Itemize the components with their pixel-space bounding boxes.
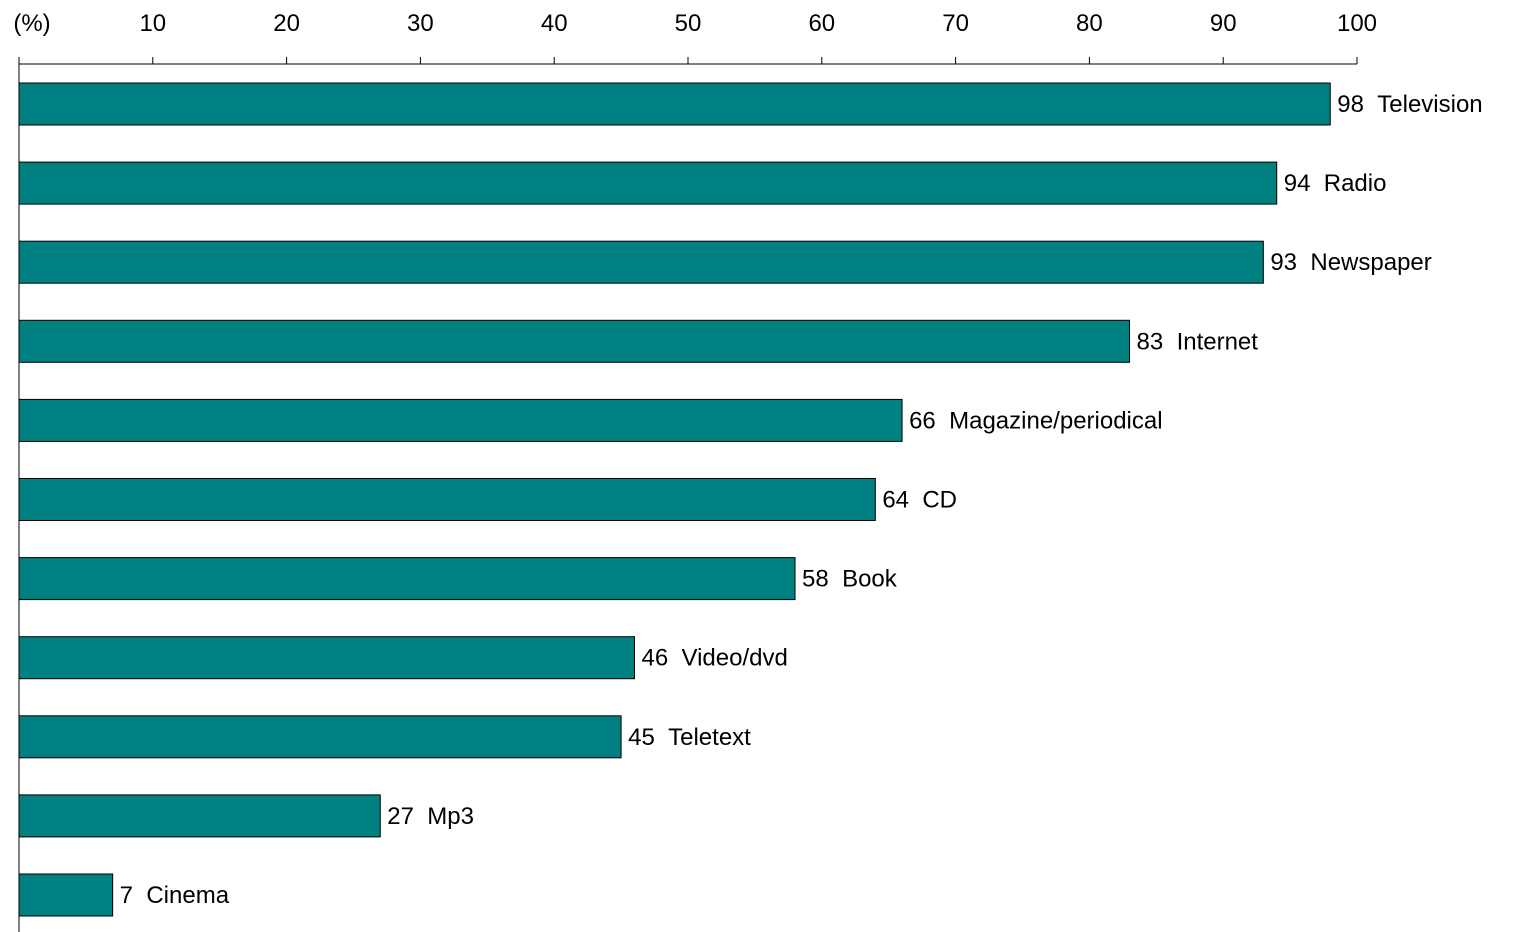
bar: [18, 319, 1131, 363]
bar: [18, 873, 114, 917]
x-tick-label: 70: [942, 10, 969, 37]
x-tick-label: 50: [675, 10, 702, 37]
unit-label: (%): [13, 10, 50, 37]
bar-data-label: 64 CD: [882, 487, 957, 514]
bar-data-label: 58 Book: [802, 566, 898, 593]
x-tick-label: 100: [1337, 10, 1377, 37]
bar-data-label: 93 Newspaper: [1270, 249, 1431, 276]
bar: [18, 82, 1331, 126]
bar: [18, 794, 381, 838]
x-tick-label: 30: [407, 10, 434, 37]
bar: [18, 636, 635, 680]
bar: [18, 161, 1278, 205]
bar-data-label: 7 Cinema: [120, 882, 230, 909]
x-axis: 10 20 30 40 50 60 70 80 90 100: [18, 10, 1377, 932]
x-tick-label: 20: [273, 10, 300, 37]
bar: [18, 557, 796, 601]
x-tick-label: 40: [541, 10, 568, 37]
bar-data-label: 94 Radio: [1284, 170, 1387, 197]
bar: [18, 398, 903, 442]
bar-data-label: 98 Television: [1337, 91, 1482, 118]
bar-data-label: 27 Mp3: [387, 803, 474, 830]
bar: [18, 240, 1264, 284]
x-tick-label: 90: [1210, 10, 1237, 37]
bar-data-label: 83 Internet: [1137, 328, 1259, 355]
bar: [18, 715, 622, 759]
bar: [18, 478, 876, 521]
bar-labels: 98 Television 94 Radio 93 Newspaper 83 Inte…: [120, 91, 1483, 909]
bars: [18, 82, 1331, 917]
bar-data-label: 45 Teletext: [628, 724, 751, 751]
x-tick-label: 80: [1076, 10, 1103, 37]
x-tick-label: 10: [139, 10, 166, 37]
bar-data-label: 66 Magazine/periodical: [909, 407, 1163, 434]
bar-data-label: 46 Video/dvd: [641, 645, 787, 672]
x-tick-label: 60: [808, 10, 835, 37]
